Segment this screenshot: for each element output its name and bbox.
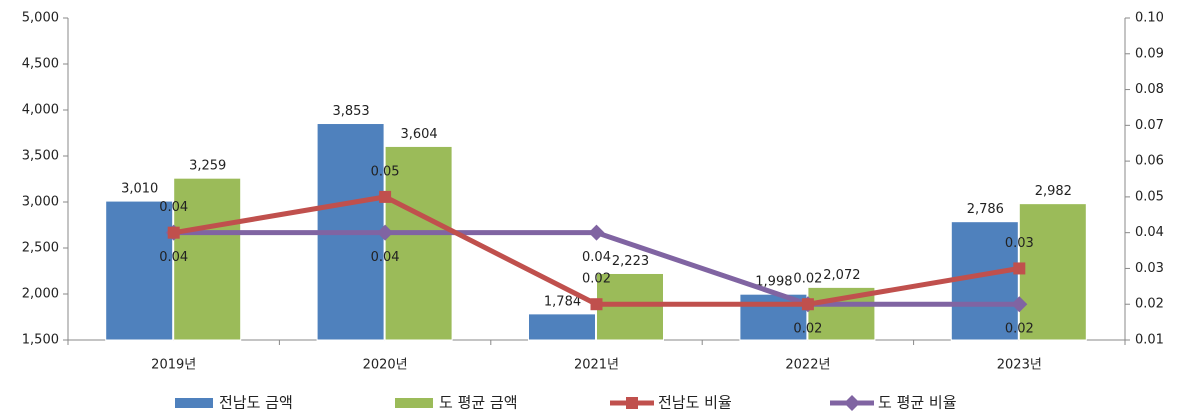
line-marker (590, 298, 603, 311)
y-tick-label: 2,500 (22, 241, 59, 256)
y2-tick-label: 0.04 (1135, 225, 1164, 240)
y2-tick-label: 0.06 (1135, 154, 1164, 169)
bar (105, 200, 174, 341)
line-marker (801, 298, 814, 311)
y2-tick-label: 0.07 (1135, 118, 1164, 133)
y-tick-label: 3,500 (22, 149, 59, 164)
line-value-label: 0.05 (371, 164, 400, 179)
y2-tick-label: 0.03 (1135, 261, 1164, 276)
line-value-label: 0.04 (159, 250, 188, 265)
legend-marker (626, 397, 638, 409)
legend-label: 도 평균 비율 (878, 394, 957, 412)
legend-label: 도 평균 금액 (439, 394, 518, 412)
line-value-label: 0.04 (159, 200, 188, 215)
legend-swatch (395, 398, 433, 408)
line-value-label: 0.04 (582, 250, 611, 265)
y-tick-label: 3,000 (22, 195, 59, 210)
line-value-label: 0.02 (793, 272, 822, 287)
y-tick-label: 4,000 (22, 103, 59, 118)
bar (596, 272, 664, 341)
line-marker (167, 226, 180, 239)
y2-tick-label: 0.10 (1135, 11, 1164, 26)
x-tick-label: 2019년 (151, 358, 196, 373)
line-marker (588, 224, 605, 241)
bar-value-label: 3,259 (189, 159, 226, 174)
y-tick-label: 4,500 (22, 57, 59, 72)
line-value-label: 0.02 (793, 322, 822, 337)
bar-value-label: 2,072 (823, 268, 860, 283)
bar (950, 221, 1019, 341)
y2-tick-label: 0.08 (1135, 82, 1164, 97)
line-value-label: 0.02 (1005, 322, 1034, 337)
y-tick-label: 5,000 (22, 11, 59, 26)
bar-value-label: 2,982 (1035, 184, 1072, 199)
bar-value-label: 3,604 (400, 127, 437, 142)
bar-value-label: 3,010 (121, 182, 158, 197)
y2-tick-label: 0.02 (1135, 297, 1164, 312)
line-value-label: 0.04 (371, 250, 400, 265)
y-tick-label: 1,500 (22, 333, 59, 348)
line-marker (377, 224, 394, 241)
legend-marker (844, 395, 860, 411)
line-marker (1011, 296, 1028, 313)
bar (384, 145, 453, 341)
x-tick-label: 2022년 (785, 358, 830, 373)
bar-value-label: 2,223 (612, 254, 649, 269)
line-marker (379, 190, 392, 203)
bar (528, 313, 596, 341)
bar (173, 177, 242, 341)
x-tick-label: 2021년 (574, 358, 619, 373)
line-marker (1013, 262, 1026, 275)
bar-value-label: 1,998 (755, 275, 792, 290)
bar (1018, 203, 1087, 341)
bar-value-label: 3,853 (332, 104, 369, 119)
y2-tick-label: 0.01 (1135, 333, 1164, 348)
legend-swatch (175, 398, 213, 408)
bar-value-label: 1,784 (544, 294, 581, 309)
bar-value-label: 2,786 (967, 202, 1004, 217)
y2-tick-label: 0.09 (1135, 46, 1164, 61)
line-value-label: 0.02 (582, 272, 611, 287)
legend-label: 전남도 비율 (658, 394, 732, 412)
legend-label: 전남도 금액 (219, 394, 293, 412)
y-tick-label: 2,000 (22, 287, 59, 302)
x-tick-label: 2020년 (363, 358, 408, 373)
line-value-label: 0.03 (1005, 236, 1034, 251)
x-tick-label: 2023년 (997, 358, 1042, 373)
y2-tick-label: 0.05 (1135, 189, 1164, 204)
